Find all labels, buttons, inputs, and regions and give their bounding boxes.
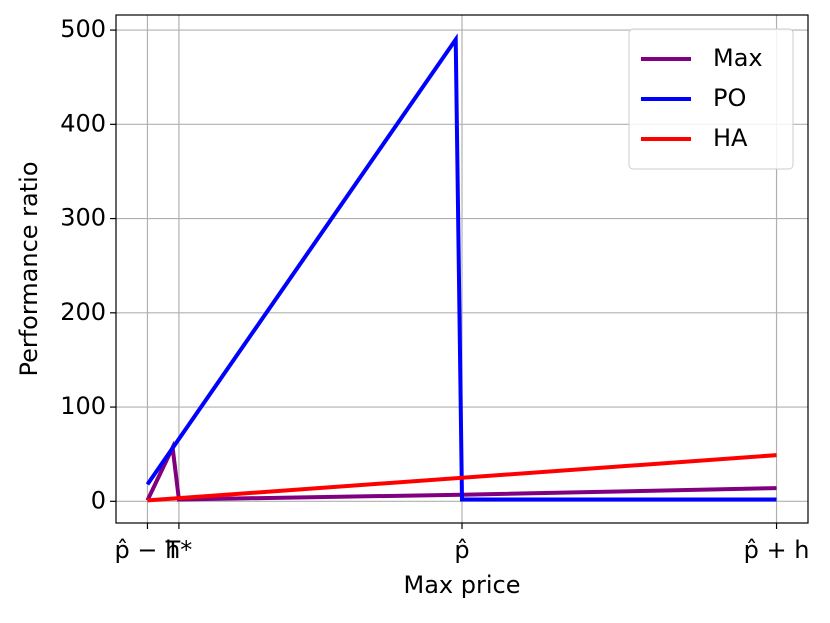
legend-label: Max xyxy=(713,44,763,72)
x-tick-label: p̂ xyxy=(454,536,469,564)
plot-frame xyxy=(115,14,809,524)
y-tick-label: 400 xyxy=(60,109,106,137)
y-tick-label: 200 xyxy=(60,298,106,326)
x-tick-label: p̂ + h xyxy=(744,536,810,564)
line xyxy=(145,33,777,502)
y-tick-label: 100 xyxy=(60,392,106,420)
y-tick-label: 300 xyxy=(60,204,106,232)
x-tick-label: p̂ − h xyxy=(115,536,181,564)
legend-label: HA xyxy=(713,124,748,152)
line xyxy=(147,453,777,503)
x-axis-label: Max price xyxy=(404,571,521,599)
legend-box xyxy=(628,28,794,170)
y-tick-label: 0 xyxy=(91,486,106,514)
legend-label: PO xyxy=(713,84,746,112)
y-axis-label: Performance ratio xyxy=(15,161,43,376)
x-tick-label: T* xyxy=(165,536,193,564)
y-tick-label: 500 xyxy=(60,15,106,43)
